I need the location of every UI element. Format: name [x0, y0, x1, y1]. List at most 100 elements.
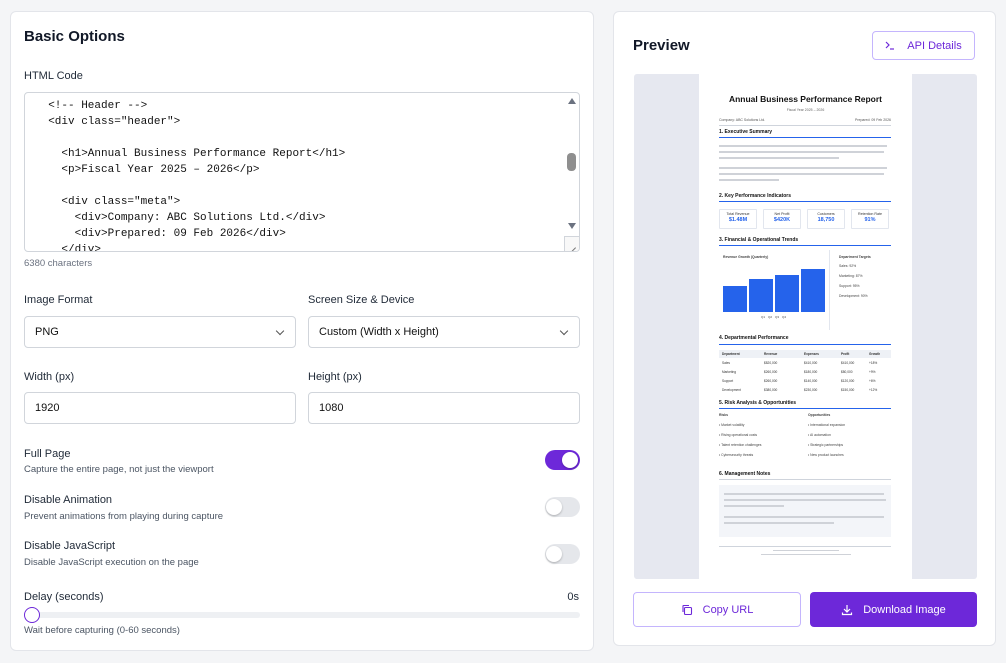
opportunity-item: • New product launches: [808, 453, 844, 457]
revenue-bar: [749, 279, 773, 312]
kpi-label: Retention Rate: [858, 212, 882, 216]
doc-company: Company: ABC Solutions Ltd.: [719, 118, 766, 122]
target-item: Marketing: 87%: [839, 274, 863, 278]
risks-title: Risks: [719, 413, 729, 417]
doc-section-trends: 3. Financial & Operational Trends: [719, 237, 799, 243]
doc-section-departments: 4. Departmental Performance: [719, 335, 789, 341]
table-cell: $230,000: [804, 388, 818, 392]
table-row: Support $260,000 $140,000 $120,000 +6%: [719, 377, 891, 385]
doc-section-risks: 5. Risk Analysis & Opportunities: [719, 400, 797, 406]
opportunities-title: Opportunities: [808, 413, 831, 417]
footer-divider: [719, 546, 891, 547]
table-cell: Marketing: [722, 370, 736, 374]
doc-title: Annual Business Performance Report: [728, 94, 883, 104]
kpi-card: Customers 18,750: [807, 209, 845, 229]
disable-animation-toggle[interactable]: [545, 497, 580, 517]
copy-url-button[interactable]: Copy URL: [633, 592, 801, 627]
table-cell: $80,000: [841, 370, 853, 374]
height-label: Height (px): [308, 371, 362, 383]
delay-description: Wait before capturing (0-60 seconds): [24, 625, 180, 636]
footer-line: [761, 554, 851, 556]
preview-document: Annual Business Performance Report Fisca…: [699, 74, 912, 579]
table-cell: $410,000: [841, 361, 855, 365]
html-code-textarea[interactable]: <!-- Header --> <div class="header"> <h1…: [24, 92, 580, 252]
delay-slider-thumb[interactable]: [24, 607, 40, 623]
image-format-value: PNG: [35, 326, 59, 338]
kpi-label: Customers: [817, 212, 835, 216]
scrollbar-thumb[interactable]: [567, 153, 576, 171]
basic-options-panel: Basic Options HTML Code <!-- Header --> …: [10, 11, 594, 651]
copy-url-label: Copy URL: [702, 603, 754, 616]
chevron-down-icon: [559, 326, 569, 336]
kpi-value: 91%: [864, 217, 876, 223]
download-image-label: Download Image: [863, 603, 946, 616]
kpi-card: Net Profit $420K: [763, 209, 801, 229]
table-cell: $150,000: [841, 388, 855, 392]
resize-handle-icon[interactable]: [564, 236, 579, 251]
target-item: Development: 90%: [839, 294, 868, 298]
delay-value: 0s: [567, 591, 579, 603]
delay-label: Delay (seconds): [24, 591, 104, 603]
kpi-label: Net Profit: [774, 212, 790, 216]
text-line: [724, 516, 884, 518]
target-item: Support: 95%: [839, 284, 860, 288]
screen-size-value: Custom (Width x Height): [319, 326, 439, 338]
table-cell: Growth: [869, 352, 881, 356]
height-input[interactable]: [308, 392, 580, 424]
table-cell: Sales: [722, 361, 730, 365]
opportunity-item: • AI automation: [808, 433, 831, 437]
table-cell: Revenue: [764, 352, 778, 356]
download-image-button[interactable]: Download Image: [810, 592, 977, 627]
table-cell: $380,000: [764, 388, 778, 392]
download-icon: [842, 604, 853, 615]
section-underline: [719, 137, 891, 138]
chevron-down-icon: [275, 326, 285, 336]
api-details-button[interactable]: API Details: [872, 31, 975, 60]
revenue-bar: [723, 285, 747, 312]
quarter-label: Q2: [768, 315, 773, 319]
doc-section-kpis: 2. Key Performance Indicators: [719, 193, 791, 199]
risk-item: • Rising operational costs: [719, 433, 758, 437]
copy-icon: [682, 604, 692, 615]
target-item: Sales: 92%: [839, 264, 857, 268]
image-format-label: Image Format: [24, 294, 93, 306]
full-page-description: Capture the entire page, not just the vi…: [24, 464, 214, 475]
scroll-down-arrow-icon[interactable]: [568, 223, 576, 229]
table-cell: +9%: [869, 370, 876, 374]
doc-section-executive-summary: 1. Executive Summary: [719, 129, 773, 135]
width-input[interactable]: [24, 392, 296, 424]
terminal-icon: [885, 41, 895, 50]
table-cell: $260,000: [764, 370, 778, 374]
table-cell: +6%: [869, 379, 876, 383]
table-cell: $180,000: [804, 370, 818, 374]
preview-frame: Annual Business Performance Report Fisca…: [634, 74, 977, 579]
table-cell: Expenses: [804, 352, 819, 356]
image-format-select[interactable]: PNG: [24, 316, 296, 348]
text-line: [719, 167, 887, 169]
text-line: [724, 499, 886, 501]
section-underline: [719, 344, 891, 345]
full-page-toggle[interactable]: [545, 450, 580, 470]
table-cell: Profit: [841, 352, 850, 356]
kpi-card: Total Revenue $1.48M: [719, 209, 757, 229]
api-details-label: API Details: [907, 39, 962, 52]
scroll-up-arrow-icon[interactable]: [568, 98, 576, 104]
doc-section-notes: 6. Management Notes: [719, 471, 771, 477]
doc-divider: [719, 125, 891, 126]
opportunity-item: • International expansion: [808, 423, 846, 427]
notes-box: [719, 485, 891, 537]
quarter-label: Q4: [782, 315, 787, 319]
toggle-knob: [546, 546, 562, 562]
risk-item: • Cybersecurity threats: [719, 453, 754, 457]
table-header-row: Department Revenue Expenses Profit Growth: [719, 350, 891, 358]
disable-javascript-toggle[interactable]: [545, 544, 580, 564]
section-underline: [719, 408, 891, 409]
table-cell: +18%: [869, 361, 878, 365]
section-underline: [719, 245, 891, 246]
text-line: [719, 179, 779, 181]
chart-divider: [829, 250, 830, 330]
delay-slider[interactable]: [24, 607, 580, 623]
table-cell: $120,000: [841, 379, 855, 383]
footer-line: [773, 550, 839, 552]
screen-size-select[interactable]: Custom (Width x Height): [308, 316, 580, 348]
